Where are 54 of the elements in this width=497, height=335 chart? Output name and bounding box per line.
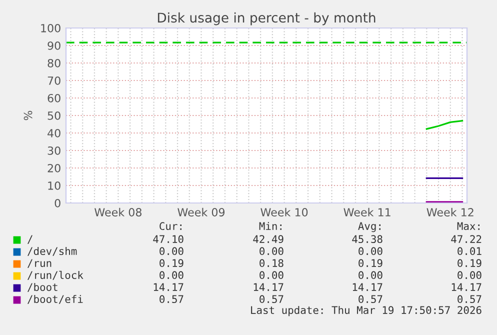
legend-label: /run bbox=[28, 259, 52, 268]
text: 0.00 bbox=[458, 271, 482, 280]
text: 0.57 bbox=[160, 295, 184, 304]
line-series bbox=[426, 120, 464, 130]
text: 0.00 bbox=[260, 271, 284, 280]
text: 0.19 bbox=[358, 259, 382, 268]
y-tick-label: 50 bbox=[48, 111, 60, 120]
legend-label: / bbox=[28, 235, 32, 244]
y-tick-label: 40 bbox=[48, 128, 60, 138]
text: 0.57 bbox=[260, 295, 284, 304]
legend-label: /run/lock bbox=[28, 270, 84, 280]
text: 0.19 bbox=[160, 259, 184, 268]
text: 42.49 bbox=[253, 235, 284, 244]
x-tick-label: Week 08 bbox=[94, 208, 142, 216]
text: 0.19 bbox=[458, 259, 482, 268]
y-tick-label: 100 bbox=[41, 24, 60, 32]
text: 14.17 bbox=[452, 283, 482, 291]
y-tick-label: 80 bbox=[48, 58, 60, 68]
text: 14.17 bbox=[154, 283, 184, 291]
text: 0.57 bbox=[458, 295, 482, 304]
text: 0.00 bbox=[358, 271, 382, 280]
legend-label: /dev/shm bbox=[28, 246, 77, 256]
text: Avg: bbox=[358, 222, 380, 232]
y-tick-label: 60 bbox=[48, 94, 60, 102]
text: Last update: Thu Mar 19 17:50:57 2026 bbox=[251, 306, 482, 316]
text: 47.22 bbox=[451, 235, 482, 243]
text: Cur: bbox=[160, 222, 182, 230]
y-axis-title: % bbox=[24, 110, 32, 120]
text: 0.01 bbox=[458, 247, 482, 256]
x-tick-label: Week 10 bbox=[260, 208, 308, 216]
text: 0.00 bbox=[260, 247, 284, 256]
text: 0.00 bbox=[160, 271, 184, 280]
x-tick-label: Week 09 bbox=[178, 208, 225, 216]
text: Max: bbox=[457, 222, 480, 230]
text: 0.57 bbox=[358, 295, 382, 304]
legend-label: /boot/efi bbox=[28, 294, 83, 304]
text: 0.00 bbox=[160, 247, 184, 256]
y-tick-label: 10 bbox=[48, 181, 60, 190]
chart-title: Disk usage in percent - by month bbox=[158, 12, 376, 26]
text: 0.00 bbox=[358, 247, 382, 256]
text: 14.17 bbox=[352, 283, 382, 291]
legend-label: /boot bbox=[28, 282, 58, 292]
x-tick-label: Week 12 bbox=[426, 208, 474, 216]
y-tick-label: 90 bbox=[48, 41, 60, 50]
text: Min: bbox=[259, 222, 282, 230]
text: 0.18 bbox=[260, 259, 284, 268]
y-tick-label: 20 bbox=[48, 164, 60, 172]
text: 14.17 bbox=[254, 283, 284, 291]
y-tick-label: 0 bbox=[54, 198, 60, 208]
y-tick-label: 30 bbox=[48, 146, 60, 155]
text: 47.10 bbox=[153, 235, 184, 244]
text: 45.38 bbox=[352, 235, 382, 244]
x-tick-label: Week 11 bbox=[344, 208, 390, 216]
y-tick-label: 70 bbox=[48, 76, 60, 85]
